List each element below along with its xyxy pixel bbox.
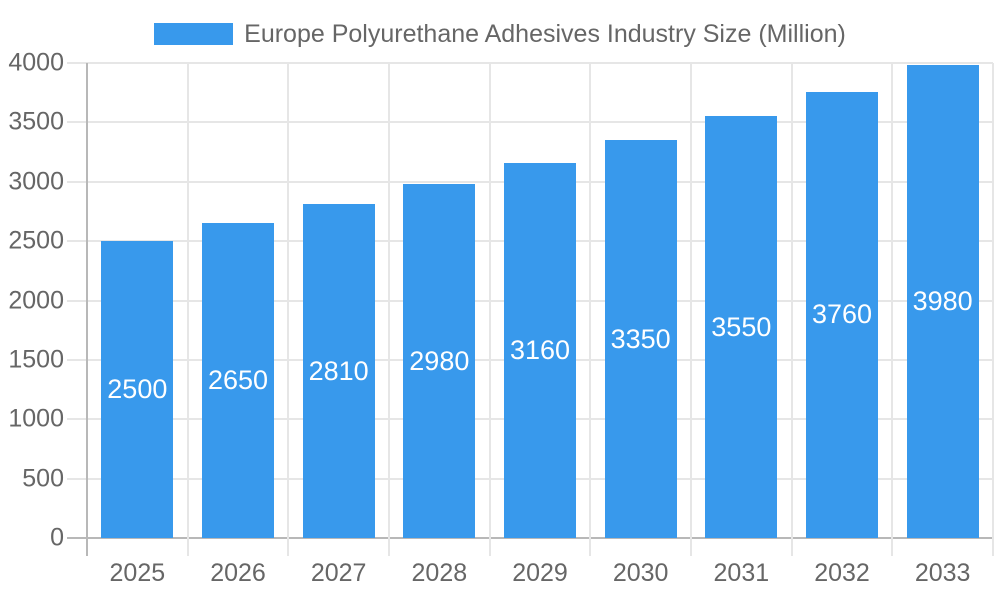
legend-label: Europe Polyurethane Adhesives Industry S…: [244, 19, 846, 48]
bar-value-label: 2500: [107, 374, 168, 405]
y-axis-tick: [67, 180, 87, 183]
chart-legend[interactable]: Europe Polyurethane Adhesives Industry S…: [0, 19, 1000, 48]
grid-line-horizontal: [87, 121, 993, 124]
y-axis-tick-label: 1500: [8, 345, 64, 374]
y-axis-tick-label: 0: [50, 523, 64, 552]
y-axis-tick: [67, 240, 87, 243]
y-axis-tick-label: 3000: [8, 167, 64, 196]
x-axis-tick: [388, 538, 390, 556]
x-axis-tick-label: 2029: [512, 559, 568, 587]
y-axis-tick-label: 2000: [8, 286, 64, 314]
grid-line-vertical: [186, 63, 189, 538]
bar[interactable]: 2500: [101, 241, 174, 538]
x-axis-tick-label: 2025: [109, 559, 166, 587]
grid-line-vertical: [488, 63, 491, 538]
x-axis-tick-label: 2027: [310, 559, 367, 587]
bar-value-label: 3550: [711, 311, 772, 342]
x-axis-tick-label: 2032: [814, 559, 870, 587]
bar[interactable]: 3350: [604, 140, 677, 538]
grid-line-vertical: [86, 63, 88, 538]
x-axis-tick: [690, 538, 692, 556]
y-axis-tick: [67, 121, 87, 124]
y-axis-tick: [67, 62, 87, 64]
y-axis-tick: [67, 358, 87, 361]
grid-line-vertical: [790, 63, 793, 538]
x-axis-tick: [891, 538, 894, 556]
y-axis-tick-label: 1000: [8, 404, 64, 433]
bar-value-label: 3980: [912, 286, 973, 317]
bar[interactable]: 3550: [705, 116, 778, 538]
x-axis-tick: [992, 538, 994, 556]
y-axis-tick: [67, 418, 87, 421]
x-axis-tick: [86, 538, 88, 556]
x-axis-tick: [488, 538, 491, 556]
y-axis-tick-label: 3500: [8, 107, 64, 136]
y-axis-tick-label: 2500: [8, 226, 64, 255]
bar[interactable]: 3160: [504, 162, 576, 538]
bar-value-label: 3760: [811, 299, 873, 330]
x-axis-tick-label: 2030: [612, 559, 669, 587]
x-axis-tick-label: 2031: [713, 559, 770, 587]
legend-swatch[interactable]: [154, 23, 234, 45]
bar[interactable]: 2650: [202, 223, 274, 538]
grid-line-vertical: [690, 63, 692, 538]
grid-line-vertical: [992, 63, 994, 538]
grid-line-vertical: [589, 63, 592, 538]
x-axis-tick: [287, 538, 290, 556]
y-axis-tick-label: 500: [22, 464, 64, 493]
bar-value-label: 2810: [308, 355, 369, 386]
y-axis-tick: [67, 299, 87, 302]
x-axis-tick: [790, 538, 793, 556]
bar[interactable]: 2810: [302, 204, 375, 538]
x-axis-tick-label: 2033: [914, 559, 971, 587]
grid-line-horizontal: [87, 537, 993, 539]
bar-value-label: 3350: [610, 323, 671, 354]
x-axis-tick-label: 2026: [210, 559, 266, 587]
bar-value-label: 3160: [509, 334, 571, 365]
grid-line-vertical: [287, 63, 290, 538]
x-axis-tick: [589, 538, 592, 556]
x-axis-tick-label: 2028: [411, 559, 468, 587]
grid-line-vertical: [388, 63, 390, 538]
x-axis-tick: [186, 538, 189, 556]
grid-line-horizontal: [87, 62, 993, 64]
bar[interactable]: 3760: [806, 91, 878, 538]
y-axis-tick: [67, 477, 87, 480]
grid-line-vertical: [891, 63, 894, 538]
bar[interactable]: 2980: [403, 184, 476, 538]
y-axis-tick: [67, 537, 87, 539]
bar[interactable]: 3980: [906, 65, 979, 538]
bar-value-label: 2980: [409, 345, 470, 376]
bar-value-label: 2650: [207, 365, 269, 396]
y-axis-tick-label: 4000: [8, 48, 64, 77]
